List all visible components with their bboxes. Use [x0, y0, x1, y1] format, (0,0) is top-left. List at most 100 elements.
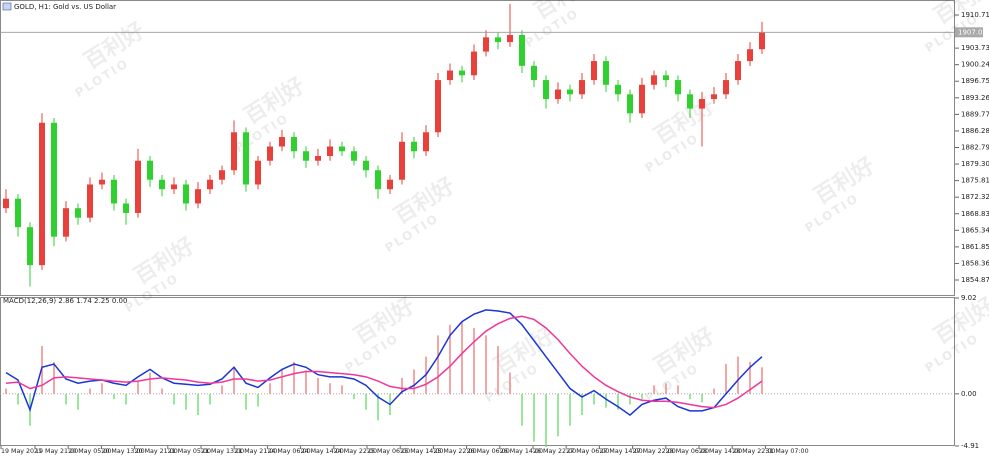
candle-body: [63, 208, 69, 237]
candle-body: [3, 198, 9, 209]
candle-body: [507, 34, 513, 43]
x-tick-label: 25 May 22:00: [433, 448, 476, 455]
candle-body: [579, 80, 585, 95]
y-tick-label: -4.91: [961, 442, 979, 450]
x-tick-label: 24 May 22:00: [334, 448, 377, 455]
candle-body: [711, 94, 717, 100]
current-price-box: [955, 27, 983, 38]
candle-body: [567, 89, 573, 95]
x-tick-label: 20 May 05:00: [68, 448, 111, 455]
candle-body: [363, 160, 369, 171]
y-tick-label: 1886.28: [961, 127, 989, 135]
candle-body: [135, 160, 141, 213]
candle-body: [75, 208, 81, 218]
y-tick-label: 1910.71: [961, 11, 989, 19]
candle-body: [15, 198, 21, 228]
x-tick-label: 28 May 06:00: [666, 448, 709, 455]
y-tick-label: 1889.77: [961, 110, 989, 118]
x-tick-label: 20 May 13:00: [101, 448, 144, 455]
candle-body: [171, 184, 177, 190]
candle-body: [375, 170, 381, 190]
x-tick-label: 25 May 06:00: [367, 448, 410, 455]
x-tick-label: 27 May 22:00: [633, 448, 676, 455]
y-tick-label: 1865.34: [961, 226, 989, 234]
candle-body: [291, 137, 297, 152]
x-tick-label: 25 May 14:00: [400, 448, 443, 455]
candle-body: [147, 160, 153, 180]
y-tick-label: 1861.85: [961, 243, 989, 251]
y-tick-label: 1868.83: [961, 210, 989, 218]
candle-body: [447, 70, 453, 81]
candle-body: [207, 179, 213, 190]
candle-body: [315, 155, 321, 161]
candle-body: [279, 137, 285, 147]
candle-body: [615, 84, 621, 95]
candle-body: [651, 75, 657, 85]
y-tick-label: 1882.79: [961, 144, 989, 152]
x-tick-label: 21 May 21:00: [234, 448, 277, 455]
candle-body: [699, 99, 705, 109]
candle-body: [231, 132, 237, 171]
candle-body: [411, 141, 417, 152]
x-tick-label: 20 May 21:00: [135, 448, 178, 455]
candle-body: [99, 179, 105, 185]
price-panel: [0, 0, 955, 296]
candle-body: [327, 146, 333, 156]
candle-body: [759, 32, 765, 50]
candle-body: [483, 37, 489, 52]
candle-body: [111, 179, 117, 204]
candle-body: [663, 75, 669, 81]
candle-body: [267, 146, 273, 161]
candle-body: [603, 61, 609, 85]
candle-body: [195, 189, 201, 204]
y-tick-label: 1854.87: [961, 276, 989, 284]
candle-body: [39, 122, 45, 266]
candle-body: [591, 61, 597, 81]
candle-body: [255, 160, 261, 185]
y-tick-label: 1896.75: [961, 77, 989, 85]
x-tick-label: 24 May 06:00: [267, 448, 310, 455]
indicator-title: MACD(12,26,9) 2.86 1.74 2.25 0.00: [3, 297, 127, 305]
x-tick-label: 19 May 2021: [1, 448, 42, 455]
x-tick-label: 27 May 06:00: [566, 448, 609, 455]
x-tick-label: 19 May 21:00: [35, 448, 78, 455]
indicator-line: [5, 315, 763, 409]
x-tick-label: 26 May 14:00: [500, 448, 543, 455]
candle-body: [555, 89, 561, 100]
candle-body: [27, 227, 33, 266]
symbol-icon: [2, 2, 12, 11]
x-tick-label: 26 May 06:00: [467, 448, 510, 455]
candle-body: [339, 146, 345, 152]
candle-body: [747, 49, 753, 62]
candle-body: [87, 184, 93, 218]
candle-body: [303, 151, 309, 161]
x-tick-label: 28 May 22:00: [732, 448, 775, 455]
macd-panel: [0, 297, 955, 446]
candle-body: [459, 70, 465, 76]
candle-body: [183, 184, 189, 204]
y-tick-label: 1858.36: [961, 259, 989, 267]
candle-body: [123, 203, 129, 213]
chart-title: GOLD, H1: Gold vs. US Dollar: [14, 3, 116, 11]
x-tick-label: 26 May 22:00: [533, 448, 576, 455]
candle-body: [51, 122, 57, 237]
y-tick-label: 1872.32: [961, 193, 989, 201]
candle-body: [219, 170, 225, 180]
y-tick-label: 1893.26: [961, 94, 989, 102]
x-tick-label: 24 May 14:00: [301, 448, 344, 455]
candle-body: [495, 37, 501, 43]
candle-body: [423, 132, 429, 152]
y-tick-label: 0.00: [961, 390, 977, 398]
y-tick-label: 1903.73: [961, 44, 989, 52]
candle-body: [735, 61, 741, 81]
x-tick-label: 21 May 05:00: [168, 448, 211, 455]
candle-body: [159, 179, 165, 190]
candle-body: [675, 80, 681, 95]
x-tick-label: 21 May 13:00: [201, 448, 244, 455]
